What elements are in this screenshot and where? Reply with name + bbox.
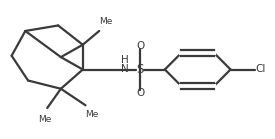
Text: H: H [121,55,129,65]
Text: Me: Me [38,115,51,124]
Text: Me: Me [99,17,112,26]
Text: S: S [137,63,144,76]
Text: N: N [121,64,129,75]
Text: Me: Me [86,110,99,119]
Text: O: O [136,41,144,51]
Text: Cl: Cl [255,64,266,75]
Text: O: O [136,88,144,98]
